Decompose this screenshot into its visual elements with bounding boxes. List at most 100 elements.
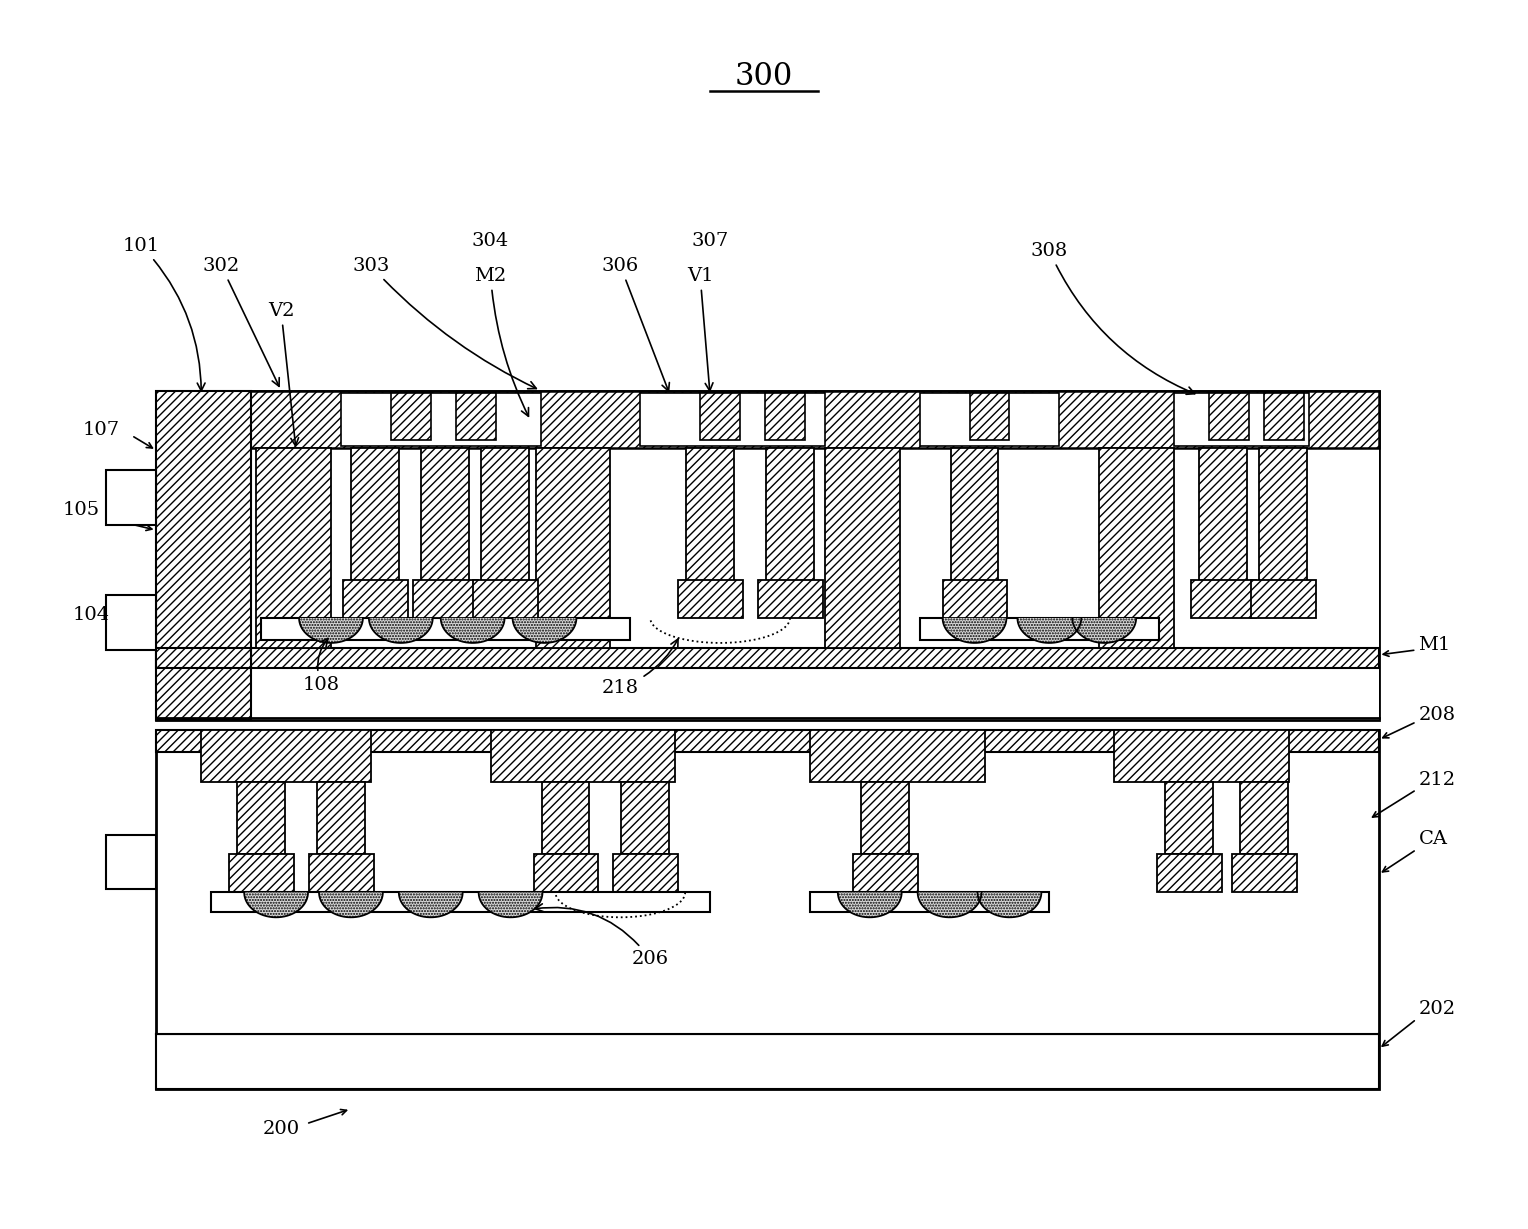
Bar: [1157, 854, 1222, 892]
Polygon shape: [399, 892, 463, 917]
Bar: [455, 392, 495, 440]
Text: 303: 303: [351, 257, 536, 388]
Bar: [341, 392, 541, 446]
Bar: [490, 730, 675, 782]
Bar: [678, 580, 743, 618]
Bar: [472, 580, 538, 618]
Text: CA: CA: [1418, 831, 1447, 848]
Bar: [107, 471, 156, 525]
Bar: [420, 449, 469, 600]
Bar: [237, 782, 286, 854]
Polygon shape: [943, 618, 1007, 643]
Text: 105: 105: [63, 501, 101, 519]
Bar: [156, 730, 1378, 752]
Bar: [1164, 782, 1213, 854]
Bar: [758, 580, 824, 618]
Polygon shape: [244, 892, 309, 917]
Bar: [156, 391, 1378, 449]
Bar: [1239, 782, 1288, 854]
Text: 300: 300: [735, 60, 793, 92]
Text: 200: 200: [263, 1120, 299, 1138]
Text: 208: 208: [1418, 705, 1456, 724]
Polygon shape: [299, 618, 364, 643]
Text: 306: 306: [602, 257, 669, 391]
Bar: [950, 449, 998, 600]
Bar: [211, 892, 711, 912]
Polygon shape: [319, 892, 384, 917]
Bar: [156, 648, 251, 667]
Bar: [1099, 449, 1174, 648]
Bar: [686, 449, 733, 600]
Text: M1: M1: [1418, 635, 1450, 654]
Text: 104: 104: [73, 606, 110, 624]
Bar: [970, 392, 1010, 440]
Bar: [342, 580, 408, 618]
Text: 206: 206: [535, 903, 669, 968]
Bar: [156, 391, 251, 720]
Bar: [853, 854, 918, 892]
Bar: [1251, 580, 1316, 618]
Bar: [533, 854, 599, 892]
Bar: [316, 782, 365, 854]
Bar: [766, 392, 805, 440]
Bar: [251, 449, 1378, 720]
Polygon shape: [478, 892, 542, 917]
Bar: [257, 449, 332, 648]
Text: 101: 101: [122, 237, 205, 391]
Bar: [107, 595, 156, 650]
Text: 308: 308: [1031, 242, 1195, 395]
Bar: [810, 730, 984, 782]
Bar: [1199, 449, 1247, 600]
Text: 307: 307: [692, 232, 729, 249]
Bar: [159, 752, 1377, 1034]
Bar: [229, 854, 293, 892]
Polygon shape: [1018, 618, 1082, 643]
Bar: [700, 392, 740, 440]
Bar: [1232, 854, 1297, 892]
Polygon shape: [440, 618, 504, 643]
Bar: [156, 1034, 1378, 1089]
Bar: [309, 854, 374, 892]
Bar: [107, 834, 156, 890]
Bar: [613, 854, 678, 892]
Polygon shape: [1073, 618, 1137, 643]
Bar: [825, 449, 900, 648]
Bar: [535, 449, 610, 648]
Bar: [391, 392, 431, 440]
Bar: [413, 580, 478, 618]
Bar: [640, 392, 825, 446]
Bar: [1174, 392, 1309, 446]
Polygon shape: [978, 892, 1042, 917]
Bar: [156, 391, 1378, 720]
Text: 218: 218: [602, 639, 678, 697]
Text: 302: 302: [203, 257, 280, 386]
Bar: [943, 580, 1007, 618]
Bar: [251, 648, 1378, 667]
Bar: [481, 449, 529, 600]
Bar: [920, 618, 1160, 640]
Text: 304: 304: [472, 232, 509, 249]
Polygon shape: [918, 892, 981, 917]
Bar: [156, 730, 1378, 1089]
Text: V2: V2: [267, 301, 298, 446]
Bar: [1259, 449, 1306, 600]
Text: 108: 108: [303, 639, 339, 694]
Bar: [1209, 392, 1248, 440]
Text: 212: 212: [1418, 771, 1456, 789]
Bar: [920, 392, 1059, 446]
Bar: [261, 618, 631, 640]
Bar: [1114, 730, 1288, 782]
Bar: [351, 449, 399, 600]
Bar: [810, 892, 1050, 912]
Bar: [1264, 392, 1303, 440]
Bar: [202, 730, 371, 782]
Polygon shape: [837, 892, 902, 917]
Text: M2: M2: [475, 267, 529, 417]
Bar: [860, 782, 909, 854]
Bar: [622, 782, 669, 854]
Text: V1: V1: [688, 267, 714, 391]
Bar: [1190, 580, 1256, 618]
Bar: [766, 449, 814, 600]
Polygon shape: [512, 618, 576, 643]
Polygon shape: [368, 618, 432, 643]
